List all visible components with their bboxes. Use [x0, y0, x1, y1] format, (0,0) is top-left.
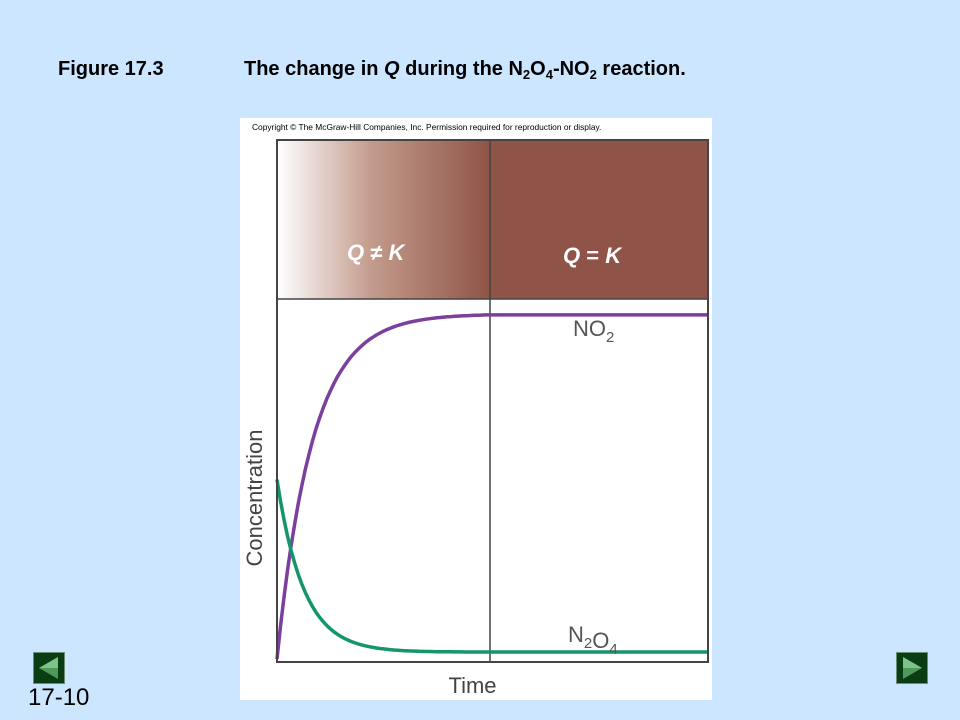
series-label-no2: NO2: [573, 316, 614, 346]
region-label-q-not-equal-k: Q ≠ K: [347, 240, 406, 265]
region-q-equal-k: [490, 140, 708, 299]
series-label-n2o4: N2O4: [568, 622, 618, 658]
next-slide-button[interactable]: [896, 652, 928, 684]
region-q-not-equal-k: [277, 140, 490, 299]
series-line-no2: [275, 313, 708, 660]
series-line-n2o4: [275, 479, 708, 654]
figure-label: Figure 17.3: [58, 58, 164, 80]
slide-title: Figure 17.3 The change in Q during the N2…: [58, 58, 686, 82]
figure-panel: Copyright © The McGraw-Hill Companies, I…: [240, 118, 712, 700]
x-axis-label: Time: [448, 673, 496, 698]
triangle-right-icon: [903, 657, 922, 679]
y-axis-label: Concentration: [242, 430, 267, 567]
slide-number: 17-10: [28, 684, 90, 711]
previous-slide-button[interactable]: [33, 652, 65, 684]
copyright-notice: Copyright © The McGraw-Hill Companies, I…: [252, 122, 601, 132]
region-label-q-equal-k: Q = K: [563, 243, 623, 268]
chart: Copyright © The McGraw-Hill Companies, I…: [242, 122, 709, 698]
plot-frame: [276, 139, 709, 663]
triangle-left-icon: [39, 657, 58, 679]
figure-caption: The change in Q during the N2O4-NO2 reac…: [244, 58, 686, 82]
